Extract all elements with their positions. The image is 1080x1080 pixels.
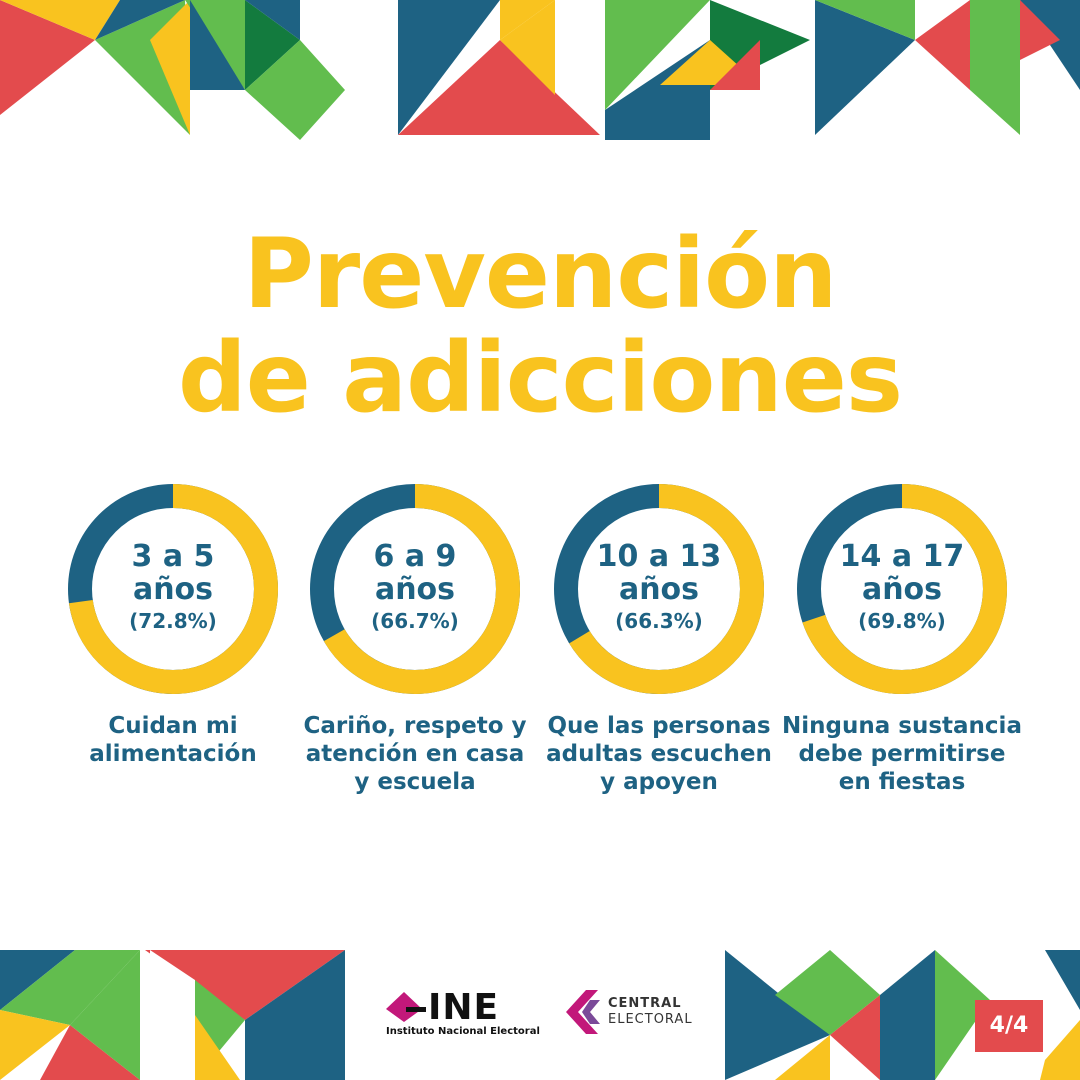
top-decoration <box>0 0 1080 140</box>
donut-ring-2 <box>310 484 520 694</box>
ine-logo: INE Instituto Nacional Electoral <box>386 987 540 1040</box>
donut-chart-3: 10 a 13 años (66.3%) <box>553 483 765 695</box>
donut-chart-2: 6 a 9 años (66.7%) <box>309 483 521 695</box>
donut-2-unit: años <box>374 572 456 607</box>
title-line-1: Prevención <box>243 218 838 330</box>
donut-chart-1: 3 a 5 años (72.8%) <box>67 483 279 695</box>
bottom-decoration <box>0 950 1080 1080</box>
donut-ring-1 <box>68 484 278 694</box>
donut-ring-3 <box>554 484 764 694</box>
donut-4-center: 14 a 17 años (69.8%) <box>796 540 1008 634</box>
donut-2-value-arc <box>310 484 520 694</box>
central-electoral-mark-icon <box>566 990 600 1034</box>
donut-3-age: 10 a 13 <box>596 539 722 574</box>
donut-1-percent: (72.8%) <box>129 609 217 633</box>
donut-1-unit: años <box>132 572 214 607</box>
donut-2-age: 6 a 9 <box>373 539 457 574</box>
donut-3-value-arc <box>554 484 764 694</box>
ine-mark-icon <box>386 992 426 1022</box>
donut-1-age: 3 a 5 <box>131 539 215 574</box>
page-title: Prevención de adicciones <box>0 222 1080 430</box>
donut-4-percent: (69.8%) <box>858 609 946 633</box>
donut-1-caption: Cuidan mi alimentación <box>89 713 257 767</box>
donut-2-caption: Cariño, respeto y atención en casa y esc… <box>303 713 527 795</box>
ine-wordmark: INE <box>428 987 500 1028</box>
ine-subtitle: Instituto Nacional Electoral <box>386 1026 540 1037</box>
central-electoral-logo: CENTRAL ELECTORAL <box>564 986 694 1036</box>
donut-4-age: 14 a 17 <box>839 539 965 574</box>
donut-2-percent: (66.7%) <box>371 609 459 633</box>
donut-chart-4: 14 a 17 años (69.8%) <box>796 483 1008 695</box>
central-electoral-line-1: CENTRAL <box>608 996 682 1011</box>
page-indicator-badge: 4/4 <box>975 1000 1043 1052</box>
donut-1-center: 3 a 5 años (72.8%) <box>67 540 279 634</box>
donut-ring-4 <box>797 484 1007 694</box>
donut-2-center: 6 a 9 años (66.7%) <box>309 540 521 634</box>
donut-3-center: 10 a 13 años (66.3%) <box>553 540 765 634</box>
central-electoral-line-2: ELECTORAL <box>608 1012 693 1027</box>
title-line-2: de adicciones <box>178 322 903 434</box>
donut-1-value-arc <box>68 484 278 694</box>
donut-3-caption: Que las personas adultas escuchen y apoy… <box>546 713 772 795</box>
donut-4-value-arc <box>797 484 1007 694</box>
donut-3-unit: años <box>618 572 700 607</box>
donut-4-caption: Ninguna sustancia debe permitirse en fie… <box>782 713 1022 795</box>
donut-3-percent: (66.3%) <box>615 609 703 633</box>
donut-4-unit: años <box>861 572 943 607</box>
